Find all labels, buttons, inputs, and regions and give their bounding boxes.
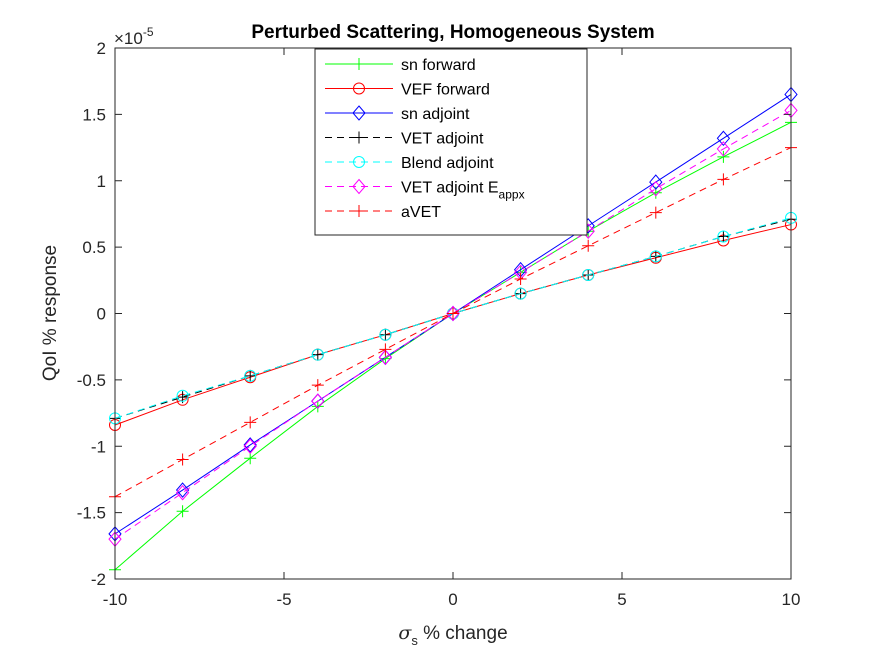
data-point-s6-7 xyxy=(582,239,595,252)
x-axis-label: σs % change xyxy=(398,622,507,648)
legend-marker xyxy=(353,58,365,70)
data-point-s3-4 xyxy=(379,328,392,341)
data-point-s0-9 xyxy=(717,150,730,163)
data-point-s4-4 xyxy=(379,328,392,341)
legend-marker xyxy=(353,82,365,95)
y-tick-label: 0.5 xyxy=(82,238,106,257)
data-point-s5-8 xyxy=(649,180,663,197)
data-point-s3-3 xyxy=(311,348,324,361)
chart-title: Perturbed Scattering, Homogeneous System xyxy=(251,22,654,43)
data-point-s5-1 xyxy=(175,484,190,501)
x-axis-label-rest: % change xyxy=(418,623,508,644)
y-tick-label: -1.5 xyxy=(77,504,106,523)
x-tick-label: 0 xyxy=(448,590,457,609)
data-point-s6-8 xyxy=(649,206,662,219)
data-point-s4-2 xyxy=(244,369,257,382)
x-tick-label: 10 xyxy=(782,590,801,609)
y-tick-label: -0.5 xyxy=(77,371,106,390)
data-point-s6-1 xyxy=(176,453,189,466)
y-tick-label: 1 xyxy=(97,172,106,191)
data-point-s0-3 xyxy=(311,400,324,413)
data-point-s4-3 xyxy=(311,348,324,361)
data-point-s3-2 xyxy=(244,369,257,382)
data-point-s4-6 xyxy=(514,287,527,300)
legend-box xyxy=(314,48,588,236)
legend-entry-5: VET adjoint Eappx xyxy=(325,178,525,202)
data-point-s6-5 xyxy=(447,307,459,320)
data-point-s0-2 xyxy=(244,452,257,465)
legend-entry-4: Blend adjoint xyxy=(325,155,494,172)
x-tick-label: 5 xyxy=(617,590,626,609)
ticks-layer: -10 -5 0 5 10 -2 -1.5 -1 -0.5 0 0.5 1 1.5 2 xyxy=(77,39,801,609)
legend-entry-1: VEF forward xyxy=(325,82,490,99)
legend-entry-3: VET adjoint xyxy=(325,131,484,148)
data-point-s6-2 xyxy=(244,416,257,429)
legend: sn forward VEF forward sn adjoint VET adjoi… xyxy=(314,48,588,236)
data-point-s4-1 xyxy=(176,389,189,402)
legend-label: aVET xyxy=(401,204,441,221)
series-line-5 xyxy=(114,109,792,540)
legend-entry-6: aVET xyxy=(325,204,441,221)
data-point-s3-9 xyxy=(717,230,730,243)
data-point-s4-9 xyxy=(717,230,730,243)
y-exponent-label: ×10-5 xyxy=(114,25,154,48)
data-point-s6-3 xyxy=(311,379,324,392)
legend-marker xyxy=(352,178,366,195)
legend-marker xyxy=(352,105,366,121)
y-exponent-base: ×10 xyxy=(114,29,143,48)
data-point-s6-6 xyxy=(514,272,527,285)
legend-label: VEF forward xyxy=(401,82,490,99)
x-axis-label-subscript: s xyxy=(411,633,418,648)
series-6 xyxy=(109,141,797,503)
legend-marker xyxy=(353,156,365,168)
data-point-s5-9 xyxy=(716,141,731,157)
legend-entry-0: sn forward xyxy=(325,57,476,74)
y-axis-label: QoI % response xyxy=(40,245,61,381)
data-point-s4-7 xyxy=(582,269,595,282)
x-axis-label-symbol: σ xyxy=(398,622,412,644)
legend-label: sn adjoint xyxy=(401,106,470,123)
data-point-s6-4 xyxy=(379,343,392,356)
y-tick-label: 2 xyxy=(97,39,106,58)
legend-label: Blend adjoint xyxy=(401,155,494,172)
data-point-s5-2 xyxy=(243,438,257,455)
x-tick-label: -10 xyxy=(103,590,128,609)
y-tick-label: -1 xyxy=(91,437,106,456)
y-exponent-power: -5 xyxy=(143,25,154,39)
legend-label: sn forward xyxy=(401,57,476,74)
data-point-s5-4 xyxy=(378,349,393,366)
legend-marker xyxy=(353,131,365,144)
data-point-s2-9 xyxy=(716,130,731,147)
y-tick-label: 1.5 xyxy=(82,105,106,124)
data-point-s2-8 xyxy=(649,174,663,190)
data-point-s0-1 xyxy=(176,505,189,518)
data-point-s4-8 xyxy=(649,250,662,263)
y-tick-label: 0 xyxy=(97,305,106,324)
legend-marker xyxy=(353,205,365,217)
x-tick-label: -5 xyxy=(276,590,291,609)
legend-entry-2: sn adjoint xyxy=(325,105,470,123)
data-point-s6-9 xyxy=(717,173,730,186)
data-point-s2-2 xyxy=(243,437,257,453)
data-point-s5-3 xyxy=(311,393,325,409)
legend-label: VET adjoint Eappx xyxy=(401,180,525,202)
series-layer xyxy=(108,86,798,576)
y-tick-label: -2 xyxy=(91,570,106,589)
legend-label-subscript: appx xyxy=(499,188,525,202)
legend-label: VET adjoint xyxy=(401,131,484,148)
data-point-s2-1 xyxy=(175,482,190,498)
